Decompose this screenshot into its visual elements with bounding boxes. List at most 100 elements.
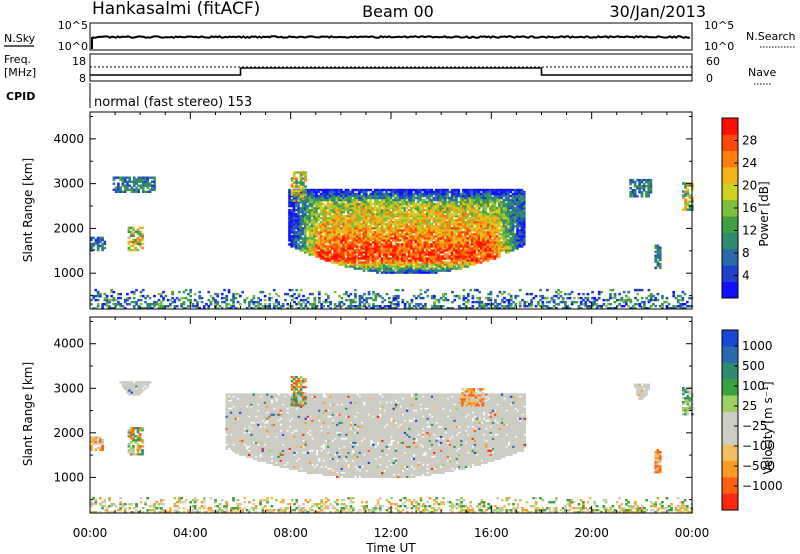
data-cell [428,223,431,226]
data-cell [494,298,497,302]
data-cell [401,223,404,226]
data-cell [294,243,298,246]
data-cell [593,298,597,302]
data-cell [310,231,314,234]
data-cell [324,194,327,198]
data-cell [335,245,339,248]
data-cell [523,305,527,308]
data-cell [121,180,125,183]
data-cell [511,235,515,238]
data-cell [288,190,291,194]
data-cell [385,227,388,230]
data-cell [500,247,504,250]
data-cell [360,294,364,298]
data-cell [586,305,590,308]
data-cell [349,235,352,238]
data-cell [342,221,345,224]
data-cell [299,225,303,228]
data-cell [486,239,490,242]
data-cell [450,235,454,238]
data-cell [310,239,314,242]
data-cell [516,223,519,226]
data-cell [552,305,556,308]
data-cell [292,243,296,246]
data-cell [629,191,632,194]
data-cell [380,188,384,192]
data-cell [297,307,301,310]
data-cell [196,303,199,306]
data-cell [335,190,339,194]
data-cell [326,237,330,240]
data-cell [119,178,122,181]
data-cell [425,208,429,212]
data-cell [518,235,522,238]
data-cell [443,255,447,258]
data-cell [360,247,364,250]
data-cell [401,200,404,204]
data-cell [327,296,330,300]
data-cell [388,307,391,310]
data-cell [299,175,303,178]
data-cell [410,257,413,260]
data-cell [412,219,415,222]
data-cell [379,307,382,310]
data-cell [299,219,303,222]
data-cell [326,225,330,228]
data-cell [297,197,301,200]
data-cell [333,247,336,250]
data-cell [335,208,339,212]
data-cell [344,192,348,196]
data-cell [495,249,499,252]
data-cell [437,204,440,208]
data-cell [114,305,118,308]
data-cell [597,305,601,308]
data-cell [425,210,429,214]
data-cell [324,231,327,234]
data-cell [450,231,454,234]
data-cell [502,217,506,220]
data-cell [189,294,192,298]
data-cell [439,229,443,232]
data-cell [358,229,361,232]
data-cell [686,202,690,205]
data-cell [349,213,352,216]
data-cell [383,227,386,230]
data-cell [353,215,357,218]
data-cell [310,223,314,226]
data-cell [358,263,361,266]
data-cell [364,253,368,256]
data-cell [468,210,472,214]
data-cell [443,241,447,244]
data-cell [123,307,127,310]
data-cell [326,255,330,258]
data-cell [686,190,690,193]
data-cell [414,237,418,240]
data-cell [373,231,377,234]
data-cell [435,305,439,308]
data-cell [130,186,134,189]
data-cell [331,200,334,204]
data-cell [489,208,492,212]
data-cell [434,194,438,198]
data-cell [504,204,508,208]
data-cell [489,225,492,228]
data-cell [462,241,465,244]
data-cell [313,247,316,250]
data-cell [473,300,477,304]
data-cell [486,229,490,232]
data-cell [412,271,415,274]
data-cell [308,239,312,242]
data-cell [171,300,174,304]
data-cell [439,243,443,246]
data-cell [504,210,508,214]
data-cell [477,202,481,206]
data-cell [335,204,339,208]
data-cell [439,257,443,260]
data-cell [385,257,388,260]
data-cell [434,188,438,192]
data-cell [443,261,447,264]
data-cell [385,235,388,238]
data-cell [423,255,427,258]
data-cell [110,290,113,294]
data-cell [302,191,305,194]
